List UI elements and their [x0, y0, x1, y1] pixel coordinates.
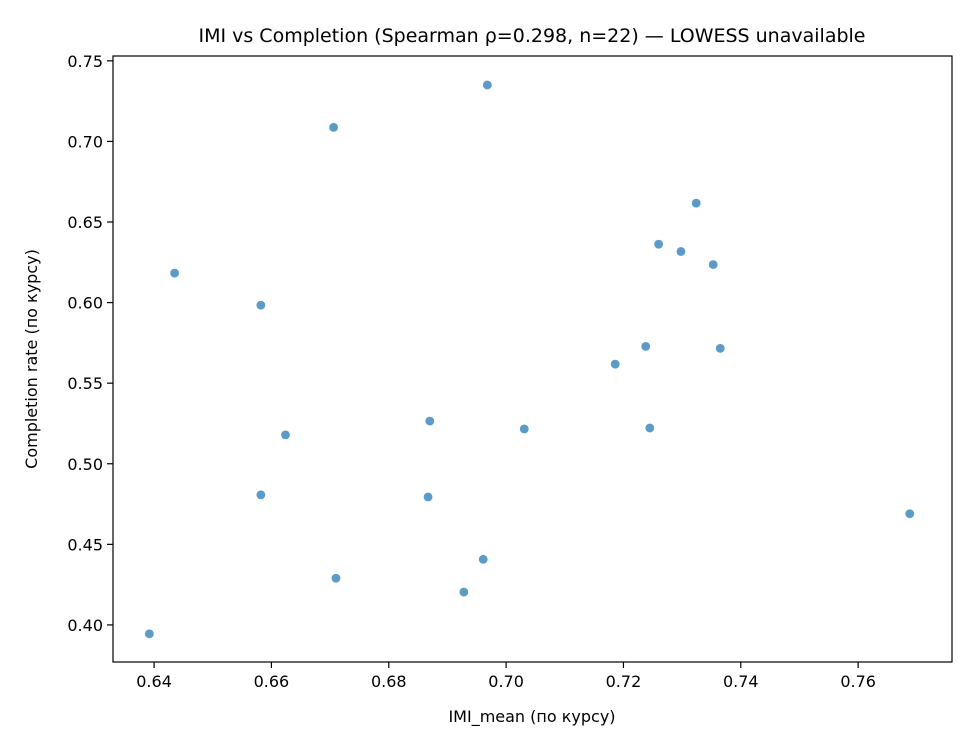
scatter-point — [478, 554, 489, 565]
y-tick-label: 0.65 — [67, 213, 103, 232]
chart-title: IMI vs Completion (Spearman ρ=0.298, n=2… — [198, 25, 865, 47]
scatter-point — [691, 198, 701, 208]
scatter-point — [256, 300, 266, 310]
y-axis-label: Completion rate (по курсу) — [22, 249, 41, 469]
x-tick-label: 0.68 — [371, 672, 407, 691]
plot-area — [112, 55, 953, 663]
scatter-point — [645, 423, 655, 433]
x-tick-label: 0.66 — [254, 672, 290, 691]
y-tick-label: 0.55 — [67, 374, 103, 393]
scatter-point — [423, 492, 433, 502]
scatter-point — [640, 341, 651, 352]
scatter-point — [708, 259, 719, 270]
scatter-point — [425, 416, 435, 426]
scatter-point — [715, 343, 726, 354]
data-points — [144, 80, 915, 639]
scatter-point — [904, 508, 915, 519]
y-tick-label: 0.40 — [67, 616, 103, 635]
y-axis: 0.40 0.45 0.50 0.55 0.60 0.65 0.70 0.75 — [67, 52, 113, 635]
x-axis: 0.64 0.66 0.68 0.70 0.72 0.74 0.76 — [136, 662, 876, 691]
x-tick-label: 0.74 — [723, 672, 759, 691]
x-tick-label: 0.64 — [136, 672, 172, 691]
scatter-point — [331, 573, 341, 583]
scatter-point — [519, 424, 530, 434]
y-tick-label: 0.50 — [67, 455, 103, 474]
y-tick-label: 0.75 — [67, 52, 103, 71]
scatter-point — [169, 268, 180, 278]
x-tick-label: 0.72 — [606, 672, 642, 691]
y-tick-label: 0.60 — [67, 294, 103, 313]
scatter-point — [482, 80, 493, 90]
scatter-point — [280, 430, 291, 440]
scatter-point — [459, 587, 469, 597]
scatter-point — [676, 246, 686, 257]
scatter-point — [144, 628, 155, 639]
x-tick-label: 0.76 — [840, 672, 876, 691]
y-tick-label: 0.45 — [67, 535, 103, 554]
scatter-point — [328, 122, 339, 133]
scatter-point — [256, 490, 266, 500]
scatter-point — [610, 359, 621, 369]
scatter-point — [653, 239, 664, 250]
x-tick-label: 0.70 — [488, 672, 524, 691]
plot-frame — [112, 55, 953, 663]
x-axis-label: IMI_mean (по курсу) — [448, 707, 615, 727]
y-tick-label: 0.70 — [67, 132, 103, 151]
